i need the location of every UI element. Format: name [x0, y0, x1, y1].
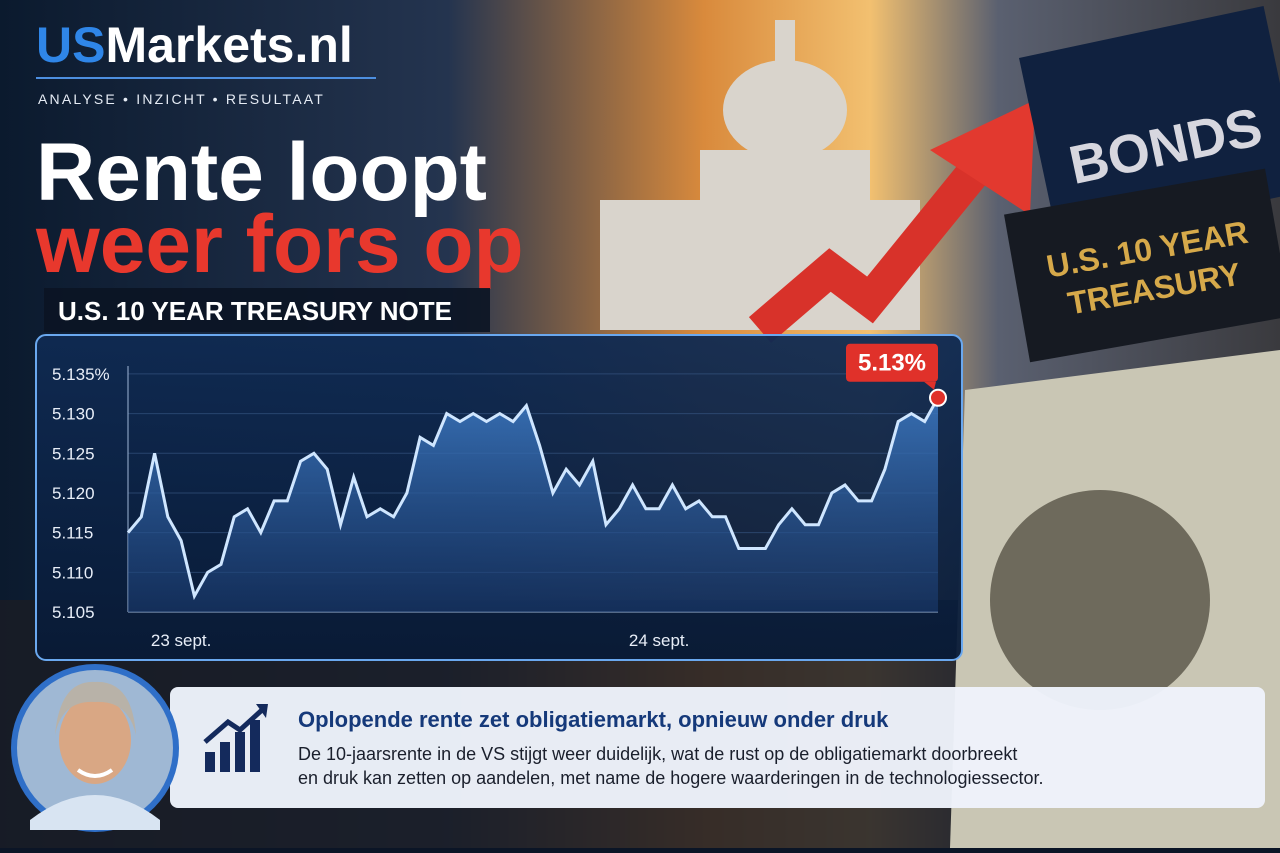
y-tick-label: 5.110 [52, 563, 93, 582]
line [126, 396, 940, 601]
logo: USMarkets.nl [36, 17, 353, 73]
caption-title: Oplopende rente zet obligatiemarkt, opni… [298, 707, 889, 732]
headline: Rente loopt [36, 127, 487, 218]
y-tick-label: 5.115 [52, 524, 93, 543]
caption-text: De 10-jaarsrente in de VS stijgt weer du… [298, 744, 1017, 764]
chart-title: U.S. 10 YEAR TREASURY NOTE [58, 296, 452, 326]
logo-us: US [36, 17, 105, 73]
end-point [929, 388, 947, 407]
value-label-bg [846, 343, 938, 382]
area [128, 397, 938, 612]
value-label-tip [924, 381, 936, 390]
y-tick-label: 5.130 [52, 405, 95, 424]
logo-rest: Markets.nl [105, 17, 352, 73]
caption-box [170, 687, 1265, 808]
y-tick-label: 5.125 [52, 444, 95, 463]
title-pill [44, 288, 490, 332]
y-tick-label: 5.120 [52, 484, 95, 503]
red-arrow [748, 100, 1035, 343]
x-tick-label: 23 sept. [151, 631, 212, 650]
chart-icon [203, 704, 268, 772]
portrait [11, 664, 179, 832]
value-label: 5.13% [858, 350, 926, 377]
headline: weer fors op [35, 199, 524, 290]
caption-text: en druk kan zetten op aandelen, met name… [298, 768, 1044, 788]
y-tick-label: 5.135% [52, 365, 110, 384]
x-tick-label: 24 sept. [629, 631, 690, 650]
bonds-sign: BONDS U.S. 10 YEAR TREASURY [1004, 5, 1280, 363]
tagline: ANALYSE • INZICHT • RESULTAAT [38, 91, 325, 107]
y-tick-label: 5.105 [52, 603, 95, 622]
